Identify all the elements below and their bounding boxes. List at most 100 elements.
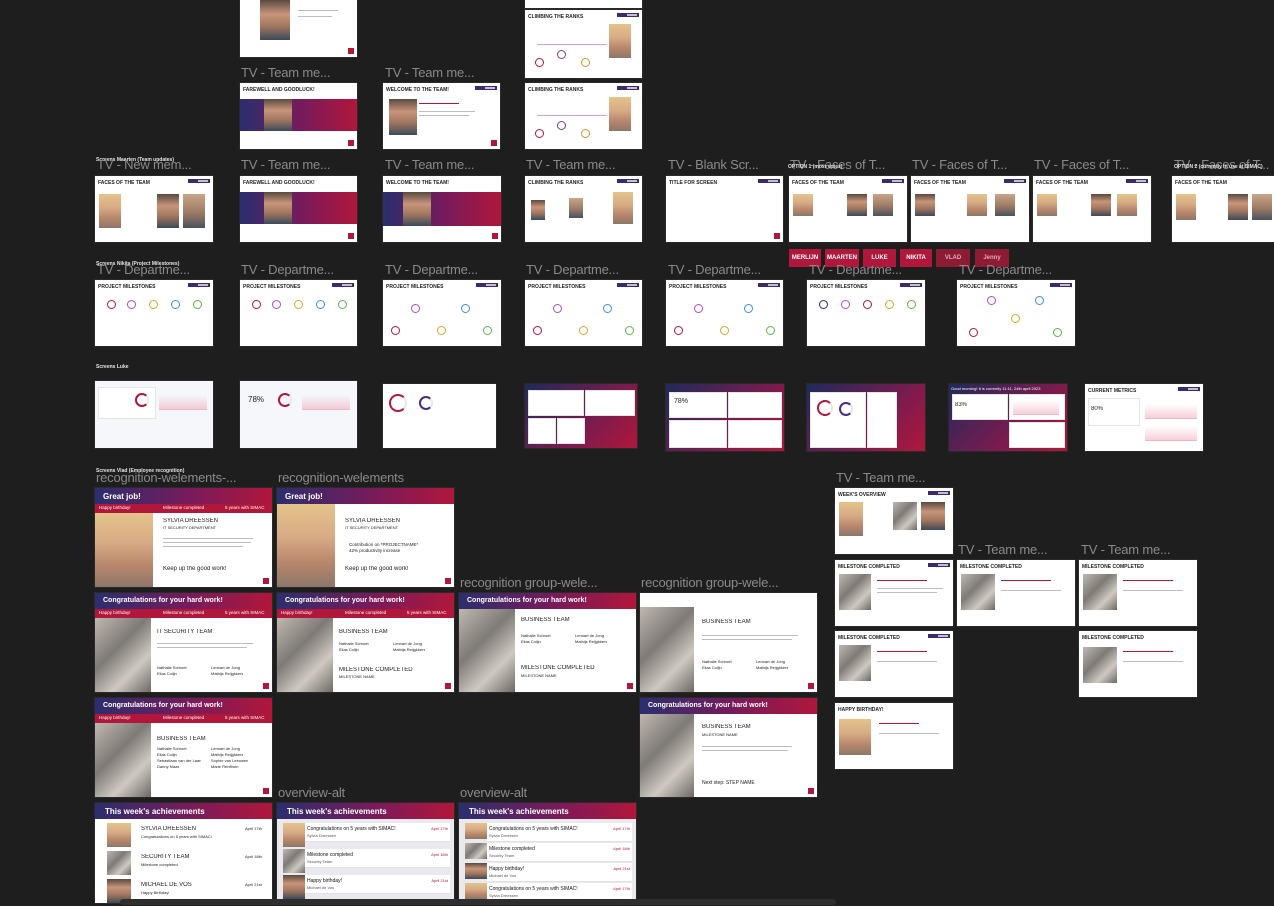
recognition-congrats-4[interactable]: Congratulations for your hard work! BUSI… bbox=[640, 698, 817, 797]
logo-icon bbox=[348, 233, 354, 239]
person-photo bbox=[609, 97, 631, 131]
slide-milestone-1[interactable]: MILESTONE COMPLETED bbox=[835, 560, 953, 626]
tab-vlad[interactable]: VLAD bbox=[936, 249, 970, 267]
frame-label[interactable]: TV - Team me... bbox=[385, 66, 475, 80]
achievements-1[interactable]: This week's achievements SYLVIA DREESSEN… bbox=[95, 803, 272, 903]
frame-label[interactable]: TV - Departme... bbox=[668, 263, 761, 277]
tab-luke[interactable]: LUKE bbox=[863, 249, 896, 267]
frame-label[interactable]: TV - Team me... bbox=[836, 471, 926, 485]
member-name: Elias Colijn bbox=[521, 639, 541, 644]
slide-milestones-3[interactable]: PROJECT MILESTONES bbox=[383, 280, 501, 346]
slide-current-metrics[interactable]: CURRENT METRICS 80% bbox=[1085, 384, 1203, 451]
slide-blank[interactable]: TITLE FOR SCREEN bbox=[666, 176, 783, 242]
ribbon-item: Milestone completed bbox=[345, 610, 387, 615]
slide-dashboard-7[interactable]: Good morning! It is currently 11:11, 24t… bbox=[949, 384, 1067, 451]
slide-top-strip[interactable] bbox=[525, 0, 642, 8]
recognition-group-1[interactable]: Congratulations for your hard work! BUSI… bbox=[459, 593, 636, 692]
recognition-congrats-3[interactable]: Congratulations for your hard work! Happ… bbox=[95, 698, 272, 797]
section-label-maarten: Screens Maarten (Team updates) bbox=[96, 157, 174, 163]
slide-dashboard-1[interactable] bbox=[95, 381, 213, 448]
frame-label[interactable]: TV - Departme... bbox=[97, 263, 190, 277]
slide-welcome-1[interactable]: WELCOME TO THE TEAM! bbox=[383, 83, 500, 149]
slide-dashboard-2[interactable]: 78% bbox=[240, 381, 357, 448]
frame-label[interactable]: TV - Team me... bbox=[241, 66, 331, 80]
slide-milestones-7[interactable]: PROJECT MILESTONES bbox=[957, 280, 1075, 346]
slide-milestones-2[interactable]: PROJECT MILESTONES bbox=[240, 280, 357, 346]
slide-climbing-2[interactable]: CLIMBING THE RANKS bbox=[525, 83, 642, 149]
slide-happy-birthday[interactable]: HAPPY BIRTHDAY! bbox=[835, 703, 953, 769]
frame-label[interactable]: overview-alt bbox=[460, 786, 527, 800]
slide-top-person[interactable] bbox=[240, 0, 357, 57]
slide-milestones-1[interactable]: PROJECT MILESTONES bbox=[95, 280, 213, 346]
slide-farewell-2[interactable]: FAREWELL AND GOODLUCK! bbox=[240, 176, 357, 242]
slide-title: FACES OF THE TEAM bbox=[1175, 180, 1227, 186]
slide-dashboard-5[interactable]: 78% bbox=[666, 384, 784, 451]
tab-nikita[interactable]: NIKITA bbox=[900, 249, 932, 267]
recognition-great-job-2[interactable]: Great job! SYLVIA DREESSEN IT SECURITY D… bbox=[277, 488, 454, 587]
horizontal-scrollbar[interactable] bbox=[120, 899, 836, 905]
team-photo bbox=[95, 723, 151, 797]
slide-milestones-6[interactable]: PROJECT MILESTONES bbox=[807, 280, 925, 346]
recognition-congrats-2[interactable]: Congratulations for your hard work! Happ… bbox=[277, 593, 454, 692]
frame-label[interactable]: TV - Blank Scr... bbox=[668, 158, 759, 172]
slide-milestones-4[interactable]: PROJECT MILESTONES bbox=[525, 280, 642, 346]
frame-label[interactable]: TV - Faces of T... bbox=[912, 158, 1008, 172]
slide-milestones-5[interactable]: PROJECT MILESTONES bbox=[666, 280, 783, 346]
team-photo bbox=[839, 574, 871, 610]
slide-dashboard-6[interactable] bbox=[807, 384, 925, 451]
frame-label[interactable]: TV - Team me... bbox=[385, 158, 475, 172]
achievements-2[interactable]: This week's achievements Congratulations… bbox=[277, 803, 454, 903]
slide-weeks-overview[interactable]: WEEK'S OVERVIEW bbox=[835, 488, 953, 554]
achievement-title: SYLVIA DREESSEN bbox=[141, 826, 196, 832]
frame-label[interactable]: TV - Departme... bbox=[809, 263, 902, 277]
recognition-great-job-1[interactable]: Great job! Happy birthday! Milestone com… bbox=[95, 488, 272, 587]
achievements-3[interactable]: This week's achievements Congratulations… bbox=[459, 803, 636, 903]
slide-milestone-3[interactable]: MILESTONE COMPLETED bbox=[1079, 560, 1197, 626]
achievement-sub: Milestone completed bbox=[141, 862, 178, 867]
frame-label[interactable]: recognition group-wele... bbox=[641, 576, 779, 590]
frame-label[interactable]: TV - Team me... bbox=[241, 158, 331, 172]
slide-faces-opt1-b[interactable]: FACES OF THE TEAM bbox=[911, 176, 1029, 242]
frame-label[interactable]: TV - Departme... bbox=[959, 263, 1052, 277]
slide-climbing-3[interactable]: CLIMBING THE RANKS bbox=[525, 176, 642, 242]
frame-label[interactable]: recognition-welements-... bbox=[96, 471, 237, 485]
slide-dashboard-3[interactable] bbox=[383, 384, 496, 448]
frame-label[interactable]: TV - Departme... bbox=[385, 263, 478, 277]
tab-merlijn[interactable]: MERLIJN bbox=[789, 249, 821, 267]
frame-label[interactable]: TV - New mem... bbox=[97, 158, 192, 172]
person-photo bbox=[283, 875, 305, 899]
frame-label[interactable]: TV - Faces of T... bbox=[790, 158, 886, 172]
tab-jenny[interactable]: Jenny bbox=[975, 249, 1009, 267]
tab-maarten[interactable]: MAARTEN bbox=[825, 249, 859, 267]
line-chart bbox=[1145, 426, 1197, 441]
slide-faces-opt2[interactable]: FACES OF THE TEAM bbox=[1172, 176, 1274, 242]
frame-label[interactable]: TV - Team me... bbox=[1081, 543, 1171, 557]
logo-icon bbox=[348, 140, 354, 146]
slide-farewell-1[interactable]: FAREWELL AND GOODLUCK! bbox=[240, 83, 357, 149]
frame-label[interactable]: TV - Departme... bbox=[526, 263, 619, 277]
frame-label[interactable]: TV - Faces of T... bbox=[1174, 158, 1270, 172]
frame-label[interactable]: recognition-welements bbox=[278, 471, 404, 485]
slide-climbing-1[interactable]: CLIMBING THE RANKS bbox=[525, 10, 642, 78]
slide-welcome-2[interactable]: WELCOME TO THE TEAM! bbox=[383, 176, 501, 242]
slide-dashboard-4[interactable] bbox=[525, 384, 637, 448]
frame-label[interactable]: TV - Departme... bbox=[241, 263, 334, 277]
slide-faces-opt1-c[interactable]: FACES OF THE TEAM bbox=[1033, 176, 1151, 242]
slide-title: MILESTONE COMPLETED bbox=[838, 564, 900, 570]
frame-label[interactable]: TV - Team me... bbox=[958, 543, 1048, 557]
frame-label[interactable]: overview-alt bbox=[278, 786, 345, 800]
frame-label[interactable]: TV - Faces of T... bbox=[1034, 158, 1130, 172]
slide-milestone-4[interactable]: MILESTONE COMPLETED bbox=[835, 631, 953, 697]
slide-faces-opt1-a[interactable]: FACES OF THE TEAM bbox=[789, 176, 907, 242]
achievement-date: April 17th bbox=[431, 826, 448, 831]
slide-faces-1[interactable]: FACES OF THE TEAM bbox=[95, 176, 213, 242]
person-photo bbox=[609, 24, 631, 58]
slide-milestone-5[interactable]: MILESTONE COMPLETED bbox=[1079, 631, 1197, 697]
ribbon-item: Happy birthday! bbox=[99, 715, 131, 720]
frame-label[interactable]: TV - Team me... bbox=[526, 158, 616, 172]
frame-label[interactable]: recognition group-wele... bbox=[460, 576, 598, 590]
recognition-group-2[interactable]: BUSINESS TEAM Nathalie Schroet Elias Col… bbox=[640, 593, 817, 692]
logo-icon bbox=[491, 140, 497, 146]
recognition-congrats-1[interactable]: Congratulations for your hard work! Happ… bbox=[95, 593, 272, 692]
slide-milestone-2[interactable]: MILESTONE COMPLETED bbox=[957, 560, 1075, 626]
